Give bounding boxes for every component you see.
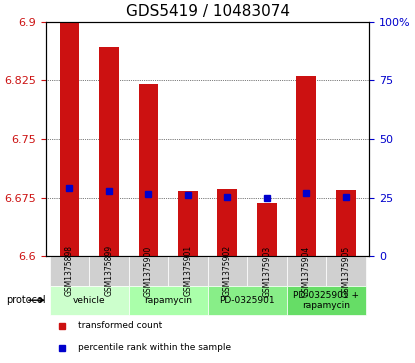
Text: GSM1375904: GSM1375904 [302, 245, 311, 297]
Bar [139, 84, 158, 256]
Bar [296, 77, 316, 256]
Title: GDS5419 / 10483074: GDS5419 / 10483074 [126, 4, 290, 19]
Text: PD-0325901: PD-0325901 [219, 296, 275, 305]
Text: GSM1375905: GSM1375905 [341, 245, 350, 297]
FancyBboxPatch shape [168, 256, 208, 286]
Text: percentile rank within the sample: percentile rank within the sample [78, 343, 231, 352]
Text: rapamycin: rapamycin [144, 296, 192, 305]
FancyBboxPatch shape [129, 286, 208, 315]
Text: GSM1375899: GSM1375899 [105, 245, 113, 297]
Text: GSM1375898: GSM1375898 [65, 245, 74, 297]
Bar [60, 22, 79, 256]
Bar [257, 203, 277, 256]
Text: GSM1375903: GSM1375903 [262, 245, 271, 297]
FancyBboxPatch shape [50, 256, 89, 286]
Bar [178, 191, 198, 256]
Text: protocol: protocol [6, 295, 46, 305]
FancyBboxPatch shape [287, 286, 366, 315]
Text: GSM1375902: GSM1375902 [223, 245, 232, 297]
Text: GSM1375901: GSM1375901 [183, 245, 193, 297]
Text: transformed count: transformed count [78, 321, 162, 330]
FancyBboxPatch shape [50, 286, 129, 315]
Bar [217, 189, 237, 256]
FancyBboxPatch shape [287, 256, 326, 286]
FancyBboxPatch shape [208, 286, 287, 315]
Text: GSM1375900: GSM1375900 [144, 245, 153, 297]
Bar [99, 47, 119, 256]
FancyBboxPatch shape [326, 256, 366, 286]
Text: vehicle: vehicle [73, 296, 105, 305]
FancyBboxPatch shape [89, 256, 129, 286]
FancyBboxPatch shape [129, 256, 168, 286]
Bar [336, 190, 356, 256]
FancyBboxPatch shape [208, 256, 247, 286]
FancyBboxPatch shape [247, 256, 287, 286]
Text: PD-0325901 +
rapamycin: PD-0325901 + rapamycin [293, 290, 359, 310]
